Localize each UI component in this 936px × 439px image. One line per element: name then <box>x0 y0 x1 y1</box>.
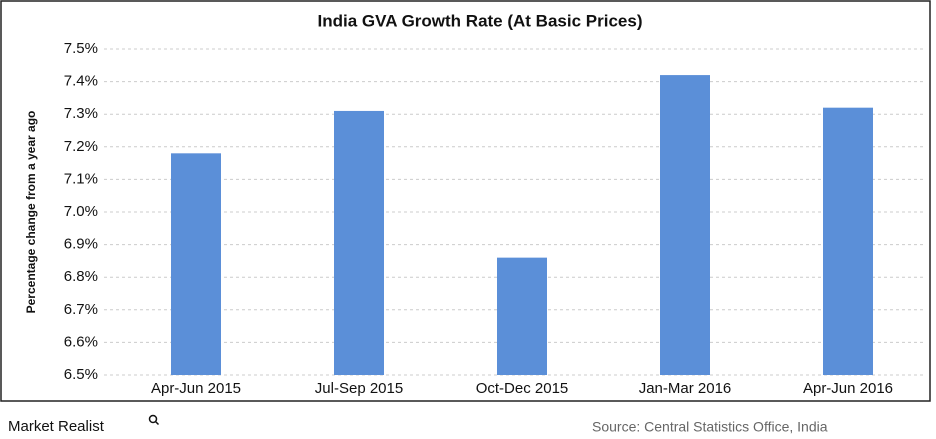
source: Source: Central Statistics Office, India <box>592 419 828 435</box>
y-axis-label: Percentage change from a year ago <box>24 111 38 314</box>
x-tick-label: Jul-Sep 2015 <box>315 380 403 397</box>
x-tick-label: Apr-Jun 2016 <box>803 380 893 397</box>
chart-frame <box>0 0 931 402</box>
bar <box>497 257 547 375</box>
bar <box>171 153 221 375</box>
x-tick-label: Oct-Dec 2015 <box>476 380 569 397</box>
y-tick-label: 7.4% <box>64 73 98 90</box>
x-tick-label: Apr-Jun 2015 <box>151 380 241 397</box>
y-tick-label: 6.9% <box>64 236 98 253</box>
bar <box>660 75 710 375</box>
chart-title: India GVA Growth Rate (At Basic Prices) <box>318 11 643 30</box>
y-tick-label: 7.1% <box>64 170 98 187</box>
y-tick-label: 7.2% <box>64 138 98 155</box>
bar <box>334 110 384 375</box>
y-tick-label: 7.5% <box>64 40 98 57</box>
brand: Market Realist <box>8 418 105 435</box>
y-tick-label: 6.6% <box>64 333 98 350</box>
y-tick-label: 6.8% <box>64 268 98 285</box>
x-tick-label: Jan-Mar 2016 <box>639 380 732 397</box>
brand-icon <box>148 414 160 426</box>
bar <box>823 107 873 376</box>
y-tick-label: 7.3% <box>64 105 98 122</box>
y-tick-label: 6.7% <box>64 301 98 318</box>
y-tick-label: 6.5% <box>64 366 98 383</box>
y-tick-label: 7.0% <box>64 203 98 220</box>
